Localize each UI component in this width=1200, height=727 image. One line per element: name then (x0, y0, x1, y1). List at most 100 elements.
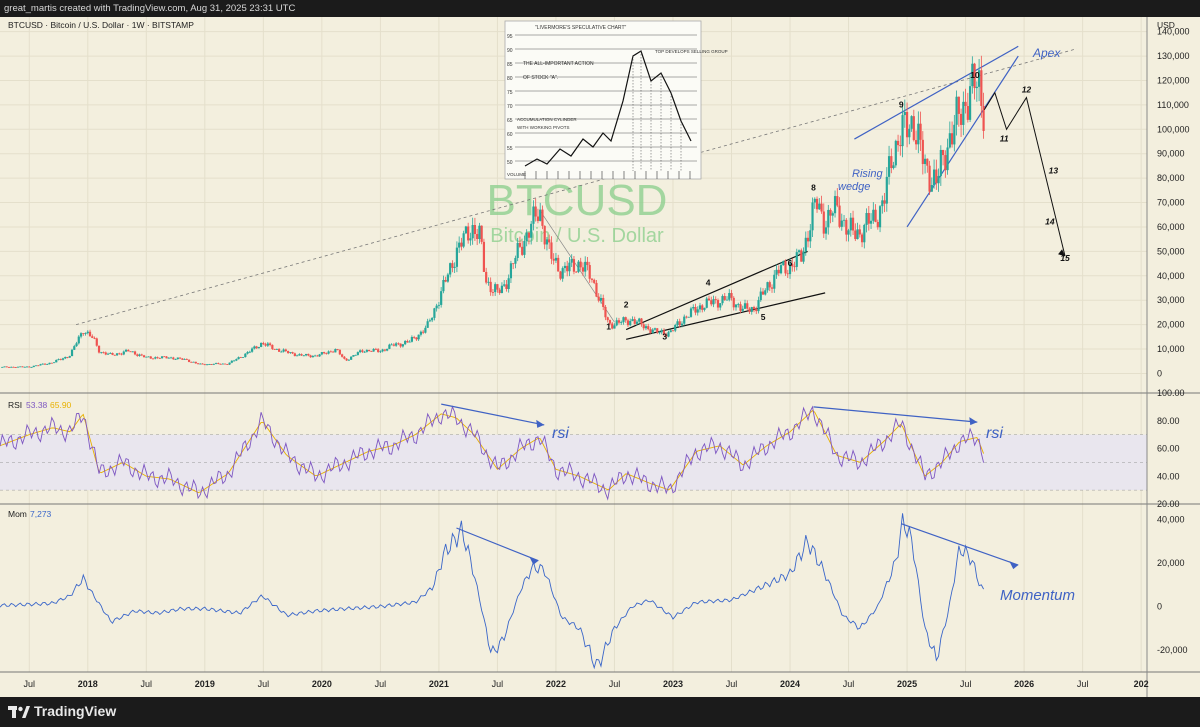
candle-body (208, 364, 211, 365)
candle-body (187, 359, 191, 362)
candle-body (334, 349, 337, 353)
mom-value: 7,273 (30, 509, 52, 519)
candle-body (185, 359, 188, 360)
annotations[interactable]: Apex Rising wedge rsi rsi Momentum (552, 46, 1075, 604)
projection-path[interactable] (983, 91, 1066, 257)
tradingview-chart[interactable]: BTCUSD Bitcoin / U.S. Dollar 12345689101… (0, 17, 1200, 697)
candle-body (50, 362, 53, 364)
candle-body (883, 200, 886, 204)
candle-body (307, 353, 310, 356)
candle-body (464, 226, 468, 234)
candle-body (599, 297, 603, 301)
candle-body (163, 356, 166, 358)
candle-body (719, 303, 722, 308)
candle-body (219, 363, 222, 365)
candle-body (557, 257, 560, 272)
candle-body (264, 344, 267, 346)
candle-body (725, 299, 729, 301)
candle-body (10, 366, 13, 368)
candle-body (320, 352, 323, 355)
candle-body (406, 341, 409, 343)
candle-body (352, 355, 355, 357)
candle-body (228, 362, 231, 365)
candle-body (428, 320, 431, 322)
candle-body (104, 352, 107, 355)
candle-body (593, 279, 596, 283)
candle-body (912, 116, 915, 141)
candle-body (512, 263, 515, 265)
candle-body (878, 206, 882, 228)
rsi-tick-label: 20.00 (1157, 499, 1180, 509)
candle-body (325, 353, 328, 355)
candle-body (413, 337, 416, 338)
price-tick-label: 10,000 (1157, 344, 1185, 354)
candle-body (467, 226, 470, 241)
candle-body (955, 96, 958, 125)
wave-label-10: 10 (970, 70, 980, 80)
footer-brand: TradingView (34, 703, 117, 719)
candle-body (865, 212, 868, 225)
candle-body (280, 351, 283, 353)
candle-body (838, 205, 841, 227)
price-tick-label: 0 (1157, 368, 1162, 378)
candle-body (867, 212, 870, 224)
rsi-arrowhead (969, 417, 978, 426)
candle-body (730, 293, 733, 298)
candle-body (363, 351, 366, 353)
candle-body (16, 366, 20, 368)
candle-body (79, 333, 83, 337)
price-tick-label: 30,000 (1157, 295, 1185, 305)
candle-body (887, 156, 891, 177)
candle-body (579, 261, 582, 268)
candle-body (97, 345, 101, 353)
time-tick-label: 2025 (897, 679, 917, 689)
time-tick-label: 2022 (546, 679, 566, 689)
candle-body (118, 353, 121, 355)
candle-body (275, 349, 278, 350)
wave-label-14: 14 (1045, 217, 1055, 227)
candle-body (950, 133, 954, 145)
candle-body (293, 353, 296, 357)
inset-price-line (524, 50, 692, 167)
candle-body (554, 257, 558, 261)
candle-body (563, 265, 567, 269)
candle-body (23, 366, 26, 368)
candle-body (622, 317, 625, 323)
inset-frame (504, 20, 702, 180)
candle-body (217, 363, 220, 364)
candle-body (356, 352, 359, 355)
candle-body (692, 306, 695, 309)
candle-body (953, 124, 956, 145)
candle-body (478, 225, 481, 240)
candle-body (651, 329, 654, 334)
candle-body (453, 266, 456, 268)
candle-body (291, 352, 294, 354)
inset-y-label: 95 (507, 34, 513, 40)
trendlines[interactable] (75, 45, 1077, 340)
candle-body (962, 101, 965, 125)
candle-body (928, 165, 931, 192)
candle-body (21, 366, 24, 368)
candle-body (926, 158, 929, 166)
candle-body (577, 261, 580, 273)
candle-body (559, 271, 562, 279)
candle-body (235, 359, 238, 361)
inset-y-label: 50 (507, 160, 513, 166)
mom-label: Mom (8, 509, 27, 519)
candle-body (908, 128, 911, 138)
candle-body (138, 354, 141, 356)
candle-body (95, 338, 98, 346)
candle-body (120, 353, 123, 355)
candle-body (539, 209, 542, 221)
inset-note-2: OF STOCK "A". (523, 75, 558, 81)
wave-label-4: 4 (706, 278, 711, 288)
tradingview-logo-icon (8, 706, 30, 718)
candle-body (845, 219, 848, 235)
candle-body (221, 363, 224, 365)
candle-body (644, 326, 648, 329)
apex-label: Apex (1032, 46, 1061, 60)
trendline-rising-wedge-lower (906, 55, 1019, 228)
chart-area[interactable]: BTCUSD Bitcoin / U.S. Dollar 1 2 3 4 5 6 8 9 10 1… (0, 17, 1200, 697)
candle-body (61, 358, 65, 360)
candle-body (455, 247, 459, 267)
